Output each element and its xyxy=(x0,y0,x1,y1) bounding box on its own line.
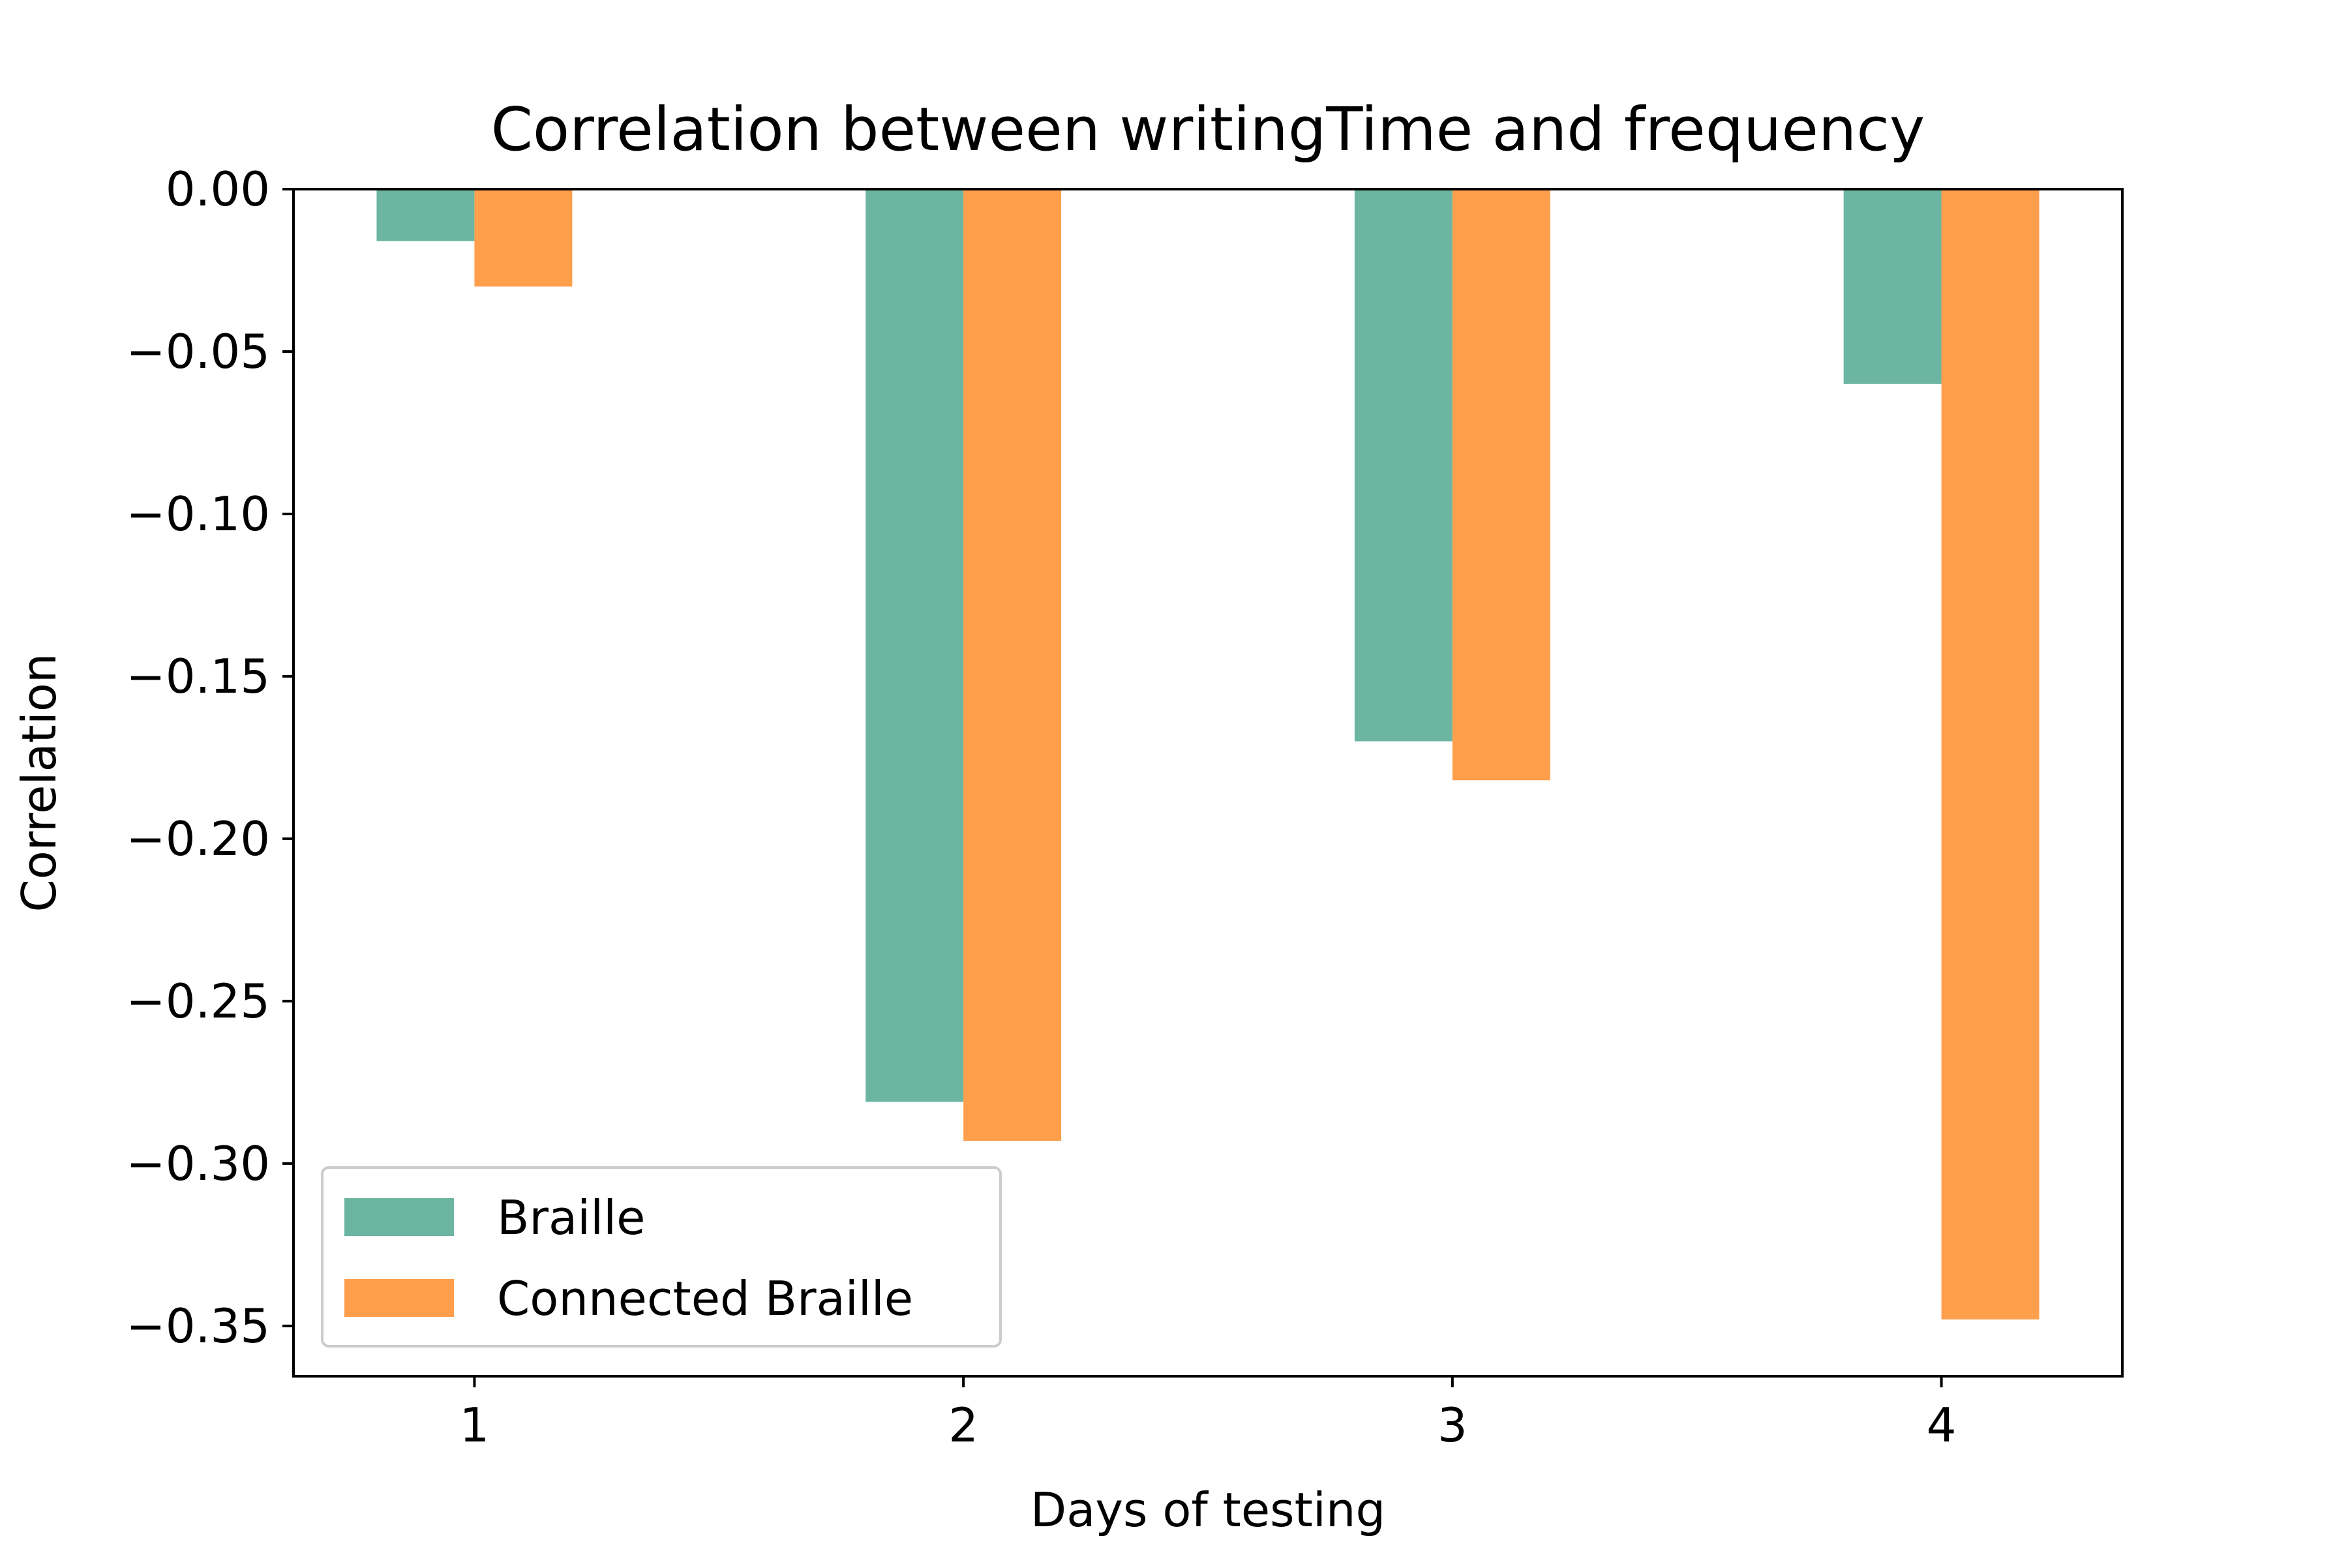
y-tick-label: −0.15 xyxy=(126,649,270,704)
legend-swatch-braille xyxy=(344,1198,454,1236)
y-tick-label: −0.35 xyxy=(126,1299,270,1353)
y-tick-label: −0.25 xyxy=(126,974,270,1029)
bar-braille-day-4 xyxy=(1843,189,1942,384)
legend: Braille Connected Braille xyxy=(321,1166,1002,1348)
legend-label-braille: Braille xyxy=(497,1190,645,1245)
ticks-layer: 0.00 −0.05 −0.10 −0.15 −0.20 −0.25 −0.30 −0.35 1… xyxy=(126,162,1956,1453)
legend-box xyxy=(321,1166,1002,1348)
bar-connected-braille-day-3 xyxy=(1452,189,1550,781)
bar-connected-braille-day-4 xyxy=(1941,189,2039,1319)
bar-braille-day-2 xyxy=(865,189,964,1102)
bar-connected-braille-day-1 xyxy=(474,189,573,287)
y-axis-label: Correlation xyxy=(12,653,67,912)
x-axis-label: Days of testing xyxy=(1031,1483,1385,1537)
bars-layer xyxy=(376,189,2039,1319)
legend-swatch-connected-braille xyxy=(344,1279,454,1317)
x-tick-label: 2 xyxy=(948,1398,978,1453)
bar-braille-day-1 xyxy=(376,189,475,241)
y-tick-label: 0.00 xyxy=(166,162,270,217)
x-tick-label: 1 xyxy=(459,1398,489,1453)
y-tick-label: −0.10 xyxy=(126,487,270,541)
legend-label-connected-braille: Connected Braille xyxy=(497,1271,913,1326)
y-tick-label: −0.05 xyxy=(126,324,270,379)
chart-title: Correlation between writingTime and freq… xyxy=(491,95,1925,164)
bar-connected-braille-day-2 xyxy=(963,189,1062,1141)
y-tick-label: −0.20 xyxy=(126,811,270,866)
x-tick-label: 4 xyxy=(1927,1398,1957,1453)
plot-frame xyxy=(292,188,2124,1378)
y-tick-label: −0.30 xyxy=(126,1136,270,1191)
bar-braille-day-3 xyxy=(1354,189,1452,742)
x-tick-label: 3 xyxy=(1437,1398,1468,1453)
